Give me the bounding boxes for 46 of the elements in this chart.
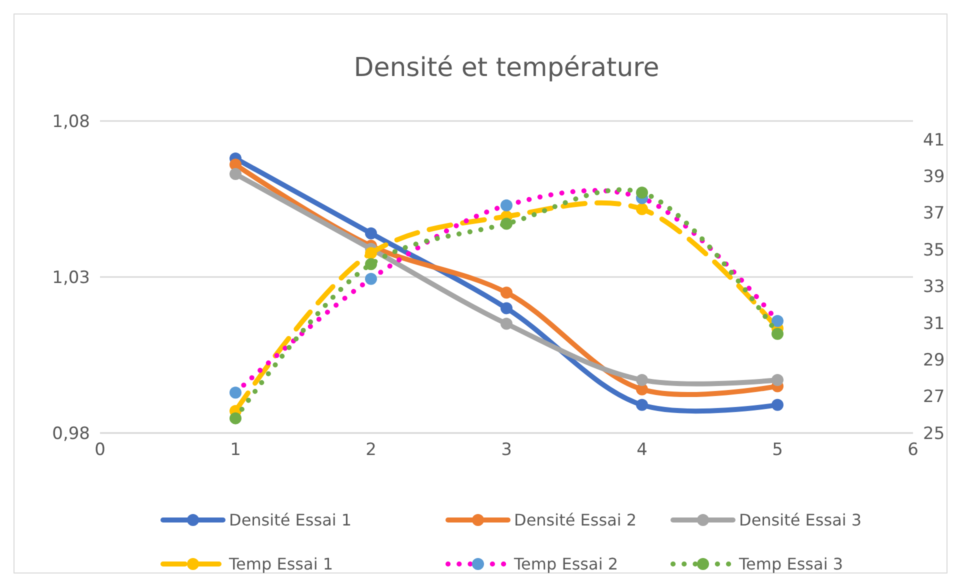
legend-label: Temp Essai 1 [228, 554, 334, 574]
x-tick-label: 1 [230, 440, 241, 460]
y2-tick-label: 37 [923, 204, 945, 224]
x-tick-label: 6 [908, 440, 918, 460]
point [500, 286, 512, 299]
y2-tick-label: 25 [923, 424, 945, 444]
x-tick-label: 0 [94, 440, 106, 460]
point [230, 412, 242, 424]
y2-tick-label: 33 [923, 277, 945, 298]
chart-title: Densité et température [354, 53, 660, 83]
x-tick-label: 5 [772, 440, 783, 460]
point [365, 227, 377, 240]
legend-label: Temp Essai 3 [738, 554, 844, 574]
legend-label: Densité Essai 3 [739, 510, 862, 530]
point [500, 199, 512, 212]
legend-label: Temp Essai 2 [513, 554, 618, 574]
legend-label: Densité Essai 2 [514, 510, 637, 530]
point [230, 386, 242, 399]
x-tick-label: 3 [501, 440, 512, 460]
point [772, 328, 784, 340]
y2-tick-label: 35 [923, 240, 945, 260]
point [500, 218, 512, 230]
y2-tick-label: 41 [923, 130, 945, 150]
point [365, 272, 377, 285]
point [636, 203, 648, 216]
point [230, 168, 242, 180]
x-tick-label: 4 [636, 440, 648, 460]
point [772, 315, 784, 328]
point [636, 186, 648, 199]
point [500, 302, 512, 314]
point [365, 247, 377, 260]
point [365, 258, 377, 270]
y2-tick-label: 29 [923, 350, 945, 371]
y2-tick-label: 31 [923, 314, 945, 334]
legend-label: Densité Essai 1 [229, 510, 352, 530]
y-tick-label: 1,08 [52, 112, 90, 132]
x-tick-label: 2 [366, 440, 376, 460]
y-tick-label: 0,98 [52, 424, 90, 444]
point [500, 318, 512, 330]
point [772, 374, 784, 386]
point [636, 398, 648, 411]
y2-tick-label: 39 [923, 167, 945, 188]
y2-tick-label: 27 [923, 387, 945, 408]
point [772, 398, 784, 411]
y-tick-label: 1,03 [52, 268, 90, 288]
point [636, 374, 648, 386]
